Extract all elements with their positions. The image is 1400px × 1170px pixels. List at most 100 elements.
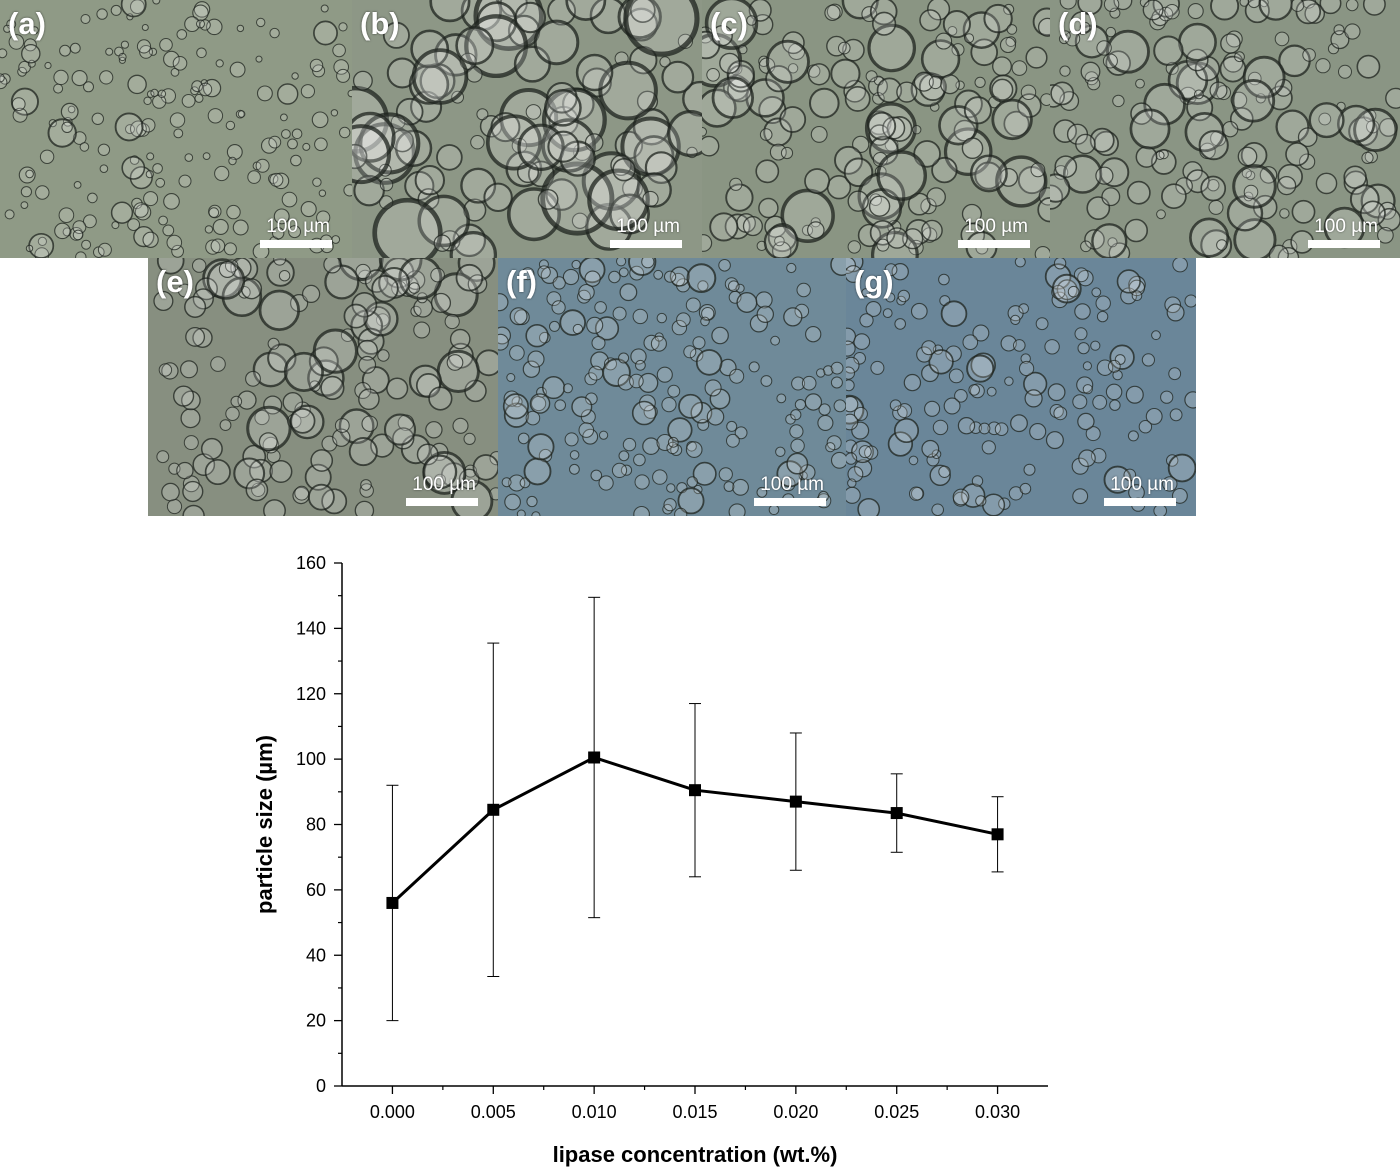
droplet bbox=[218, 260, 236, 278]
droplet bbox=[153, 290, 174, 312]
droplet bbox=[161, 482, 180, 502]
droplet bbox=[846, 379, 855, 392]
droplet bbox=[527, 350, 545, 368]
droplet bbox=[842, 38, 865, 62]
droplet bbox=[734, 426, 748, 440]
droplet bbox=[269, 27, 280, 39]
droplet bbox=[178, 174, 192, 188]
droplet bbox=[896, 81, 918, 103]
droplet bbox=[886, 116, 913, 142]
droplet bbox=[61, 121, 73, 134]
droplet bbox=[105, 47, 114, 56]
droplet bbox=[622, 437, 637, 452]
droplet bbox=[146, 152, 155, 161]
droplet bbox=[955, 80, 965, 90]
droplet bbox=[902, 228, 924, 250]
droplet bbox=[1187, 3, 1204, 20]
droplet bbox=[334, 418, 350, 433]
droplet bbox=[742, 216, 763, 237]
droplet bbox=[176, 29, 188, 40]
droplet bbox=[233, 457, 266, 490]
droplet bbox=[631, 400, 657, 426]
droplet bbox=[1105, 383, 1123, 401]
droplet bbox=[726, 420, 738, 432]
droplet bbox=[291, 72, 299, 80]
droplet bbox=[1074, 327, 1088, 341]
droplet bbox=[599, 430, 609, 440]
droplet bbox=[1101, 187, 1121, 207]
droplet bbox=[736, 292, 758, 314]
droplet bbox=[609, 193, 650, 235]
droplet bbox=[509, 307, 528, 326]
x-tick-label: 0.015 bbox=[672, 1102, 717, 1122]
droplet bbox=[1319, 0, 1342, 15]
droplet bbox=[952, 488, 970, 506]
droplet bbox=[1037, 197, 1050, 223]
droplet bbox=[604, 357, 617, 371]
droplet bbox=[1162, 476, 1178, 492]
droplet bbox=[1338, 64, 1352, 79]
droplet bbox=[664, 270, 677, 283]
droplet bbox=[1112, 369, 1123, 381]
panel-label: (e) bbox=[156, 264, 194, 299]
droplet bbox=[1096, 310, 1109, 323]
droplet bbox=[809, 87, 840, 119]
droplet bbox=[383, 413, 417, 446]
droplet bbox=[776, 460, 804, 488]
droplet bbox=[155, 177, 166, 188]
droplet bbox=[158, 215, 169, 226]
droplet bbox=[1077, 412, 1095, 431]
droplet bbox=[920, 39, 961, 79]
droplet bbox=[1091, 223, 1128, 258]
droplet bbox=[476, 108, 489, 121]
droplet bbox=[940, 300, 968, 328]
droplet bbox=[272, 172, 290, 190]
droplet bbox=[844, 85, 871, 112]
droplet bbox=[1343, 165, 1367, 189]
droplet bbox=[1045, 431, 1064, 450]
droplet bbox=[669, 266, 690, 287]
droplet bbox=[416, 443, 439, 466]
droplet bbox=[504, 493, 521, 511]
droplet bbox=[578, 422, 595, 438]
droplet bbox=[1080, 240, 1092, 253]
droplet bbox=[1050, 173, 1071, 203]
droplet bbox=[192, 4, 209, 22]
droplet bbox=[954, 389, 968, 403]
droplet bbox=[1279, 208, 1290, 219]
droplet bbox=[280, 113, 288, 122]
droplet bbox=[145, 170, 154, 179]
droplet bbox=[1243, 184, 1259, 200]
droplet bbox=[272, 227, 285, 240]
droplet bbox=[544, 88, 582, 127]
droplet bbox=[729, 177, 743, 191]
droplet bbox=[1377, 207, 1400, 232]
droplet bbox=[414, 165, 446, 196]
droplet bbox=[134, 203, 152, 221]
droplet bbox=[47, 118, 77, 148]
droplet bbox=[1107, 237, 1118, 248]
droplet bbox=[661, 397, 677, 413]
droplet bbox=[718, 259, 731, 272]
droplet bbox=[663, 498, 677, 512]
droplet bbox=[0, 75, 8, 90]
droplet bbox=[80, 14, 91, 24]
droplet bbox=[152, 94, 167, 109]
droplet bbox=[982, 493, 1006, 516]
droplet bbox=[677, 487, 705, 515]
droplet bbox=[130, 0, 145, 14]
droplet bbox=[255, 55, 263, 63]
droplet bbox=[938, 105, 979, 146]
droplet bbox=[991, 78, 1014, 101]
droplet bbox=[1053, 119, 1078, 144]
droplet bbox=[260, 137, 278, 154]
droplet bbox=[171, 244, 185, 258]
droplet bbox=[1089, 127, 1115, 153]
droplet bbox=[141, 24, 149, 31]
droplet bbox=[678, 393, 704, 419]
droplet bbox=[1231, 78, 1276, 123]
droplet bbox=[1060, 30, 1071, 41]
droplet bbox=[1050, 184, 1064, 210]
droplet bbox=[711, 25, 733, 47]
droplet bbox=[591, 336, 606, 350]
